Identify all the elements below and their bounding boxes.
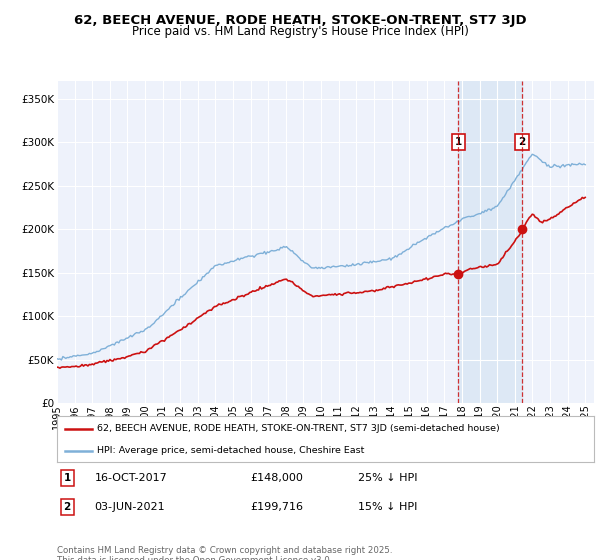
Text: Contains HM Land Registry data © Crown copyright and database right 2025.
This d: Contains HM Land Registry data © Crown c… (57, 546, 392, 560)
Text: 25% ↓ HPI: 25% ↓ HPI (358, 473, 417, 483)
Text: £199,716: £199,716 (250, 502, 304, 512)
Text: 16-OCT-2017: 16-OCT-2017 (95, 473, 167, 483)
Text: 2: 2 (64, 502, 71, 512)
Text: 62, BEECH AVENUE, RODE HEATH, STOKE-ON-TRENT, ST7 3JD: 62, BEECH AVENUE, RODE HEATH, STOKE-ON-T… (74, 14, 526, 27)
Text: £148,000: £148,000 (250, 473, 303, 483)
Text: Price paid vs. HM Land Registry's House Price Index (HPI): Price paid vs. HM Land Registry's House … (131, 25, 469, 38)
Text: 1: 1 (64, 473, 71, 483)
Text: HPI: Average price, semi-detached house, Cheshire East: HPI: Average price, semi-detached house,… (97, 446, 365, 455)
Text: 2: 2 (518, 137, 526, 147)
Text: 62, BEECH AVENUE, RODE HEATH, STOKE-ON-TRENT, ST7 3JD (semi-detached house): 62, BEECH AVENUE, RODE HEATH, STOKE-ON-T… (97, 424, 500, 433)
Text: 15% ↓ HPI: 15% ↓ HPI (358, 502, 417, 512)
Text: 03-JUN-2021: 03-JUN-2021 (95, 502, 165, 512)
Text: 1: 1 (455, 137, 462, 147)
Bar (458, 81, 522, 403)
